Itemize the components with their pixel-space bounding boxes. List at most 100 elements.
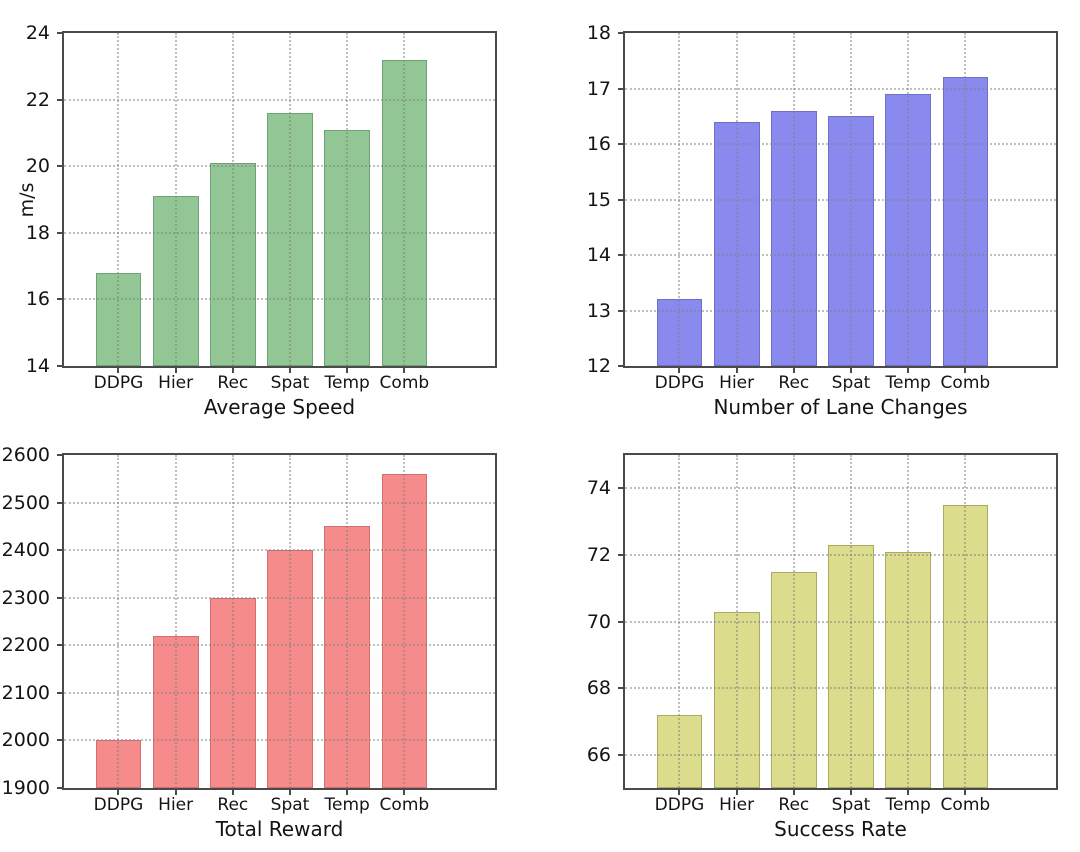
x-tick-label: Rec xyxy=(778,373,810,393)
y-tick-mark xyxy=(57,549,62,552)
y-tick-label: 17 xyxy=(586,77,611,100)
x-tick-label: Comb xyxy=(940,373,991,393)
x-tick-mark xyxy=(792,368,795,373)
y-tick-label: 70 xyxy=(586,610,611,633)
gridline-vertical xyxy=(289,33,292,366)
x-tick-mark xyxy=(289,790,292,795)
gridline-vertical xyxy=(346,455,349,788)
y-tick-label: 74 xyxy=(586,477,611,500)
y-tick-label: 12 xyxy=(586,355,611,377)
x-tick-mark xyxy=(964,790,967,795)
y-tick-mark xyxy=(57,691,62,694)
gridline-vertical xyxy=(117,33,120,366)
y-tick-label: 66 xyxy=(586,743,611,766)
y-tick-label: 15 xyxy=(586,188,611,211)
x-tick-label: Hier xyxy=(719,373,755,393)
gridline-horizontal xyxy=(64,165,495,168)
x-tick-mark xyxy=(907,790,910,795)
y-tick-label: 16 xyxy=(25,288,50,311)
y-tick-mark xyxy=(57,644,62,647)
gridline-vertical xyxy=(403,455,406,788)
x-tick-label: Temp xyxy=(324,795,370,815)
y-tick-label: 22 xyxy=(25,88,50,111)
gridline-horizontal xyxy=(64,691,495,694)
gridline-horizontal xyxy=(625,143,1056,145)
chart-success-rate: DDPG Hier Rec Spat Temp Comb 66 68 70 72 74 Success… xyxy=(587,453,1058,841)
y-tick-label: 72 xyxy=(586,543,611,566)
y-tick-label: 2100 xyxy=(1,681,50,704)
gridline-horizontal xyxy=(625,620,1056,623)
y-tick-mark xyxy=(57,501,62,504)
x-axis-label: Total Reward xyxy=(215,817,344,841)
chart-average-speed: DDPG Hier Rec Spat Temp Comb 14 16 18 20 22 24 Avera… xyxy=(16,22,497,419)
y-tick-mark xyxy=(618,687,623,690)
x-tick-mark xyxy=(735,368,738,373)
gridline-horizontal xyxy=(625,687,1056,690)
y-tick-mark xyxy=(618,309,623,312)
x-tick-label: Spat xyxy=(831,373,871,393)
x-tick-label: Rec xyxy=(217,795,249,815)
y-tick-label: 16 xyxy=(586,133,611,155)
gridline-vertical xyxy=(231,455,234,788)
x-tick-mark xyxy=(964,368,967,373)
chart-lane-changes: DDPG Hier Rec Spat Temp Comb 12 13 14 15 16 17 18 Num… xyxy=(587,22,1058,419)
y-tick-mark xyxy=(618,32,623,34)
x-tick-mark xyxy=(117,790,120,795)
x-tick-label: Comb xyxy=(379,795,430,815)
x-tick-mark xyxy=(735,790,738,795)
gridline-horizontal xyxy=(625,753,1056,756)
y-tick-label: 14 xyxy=(586,244,611,266)
x-tick-label: Temp xyxy=(324,373,370,393)
x-axis-label: Average Speed xyxy=(203,395,356,419)
y-tick-label: 2300 xyxy=(1,586,50,609)
gridline-horizontal xyxy=(625,198,1056,201)
y-tick-label: 2400 xyxy=(1,539,50,562)
y-tick-mark xyxy=(618,553,623,556)
x-tick-mark xyxy=(289,368,292,373)
gridline-horizontal xyxy=(625,87,1056,90)
y-axis-label: m/s xyxy=(16,182,38,217)
y-tick-label: 2500 xyxy=(1,491,50,514)
y-tick-label: 20 xyxy=(25,155,50,178)
x-tick-mark xyxy=(403,368,406,373)
y-tick-label: 68 xyxy=(586,677,611,700)
x-tick-mark xyxy=(174,790,177,795)
y-tick-label: 2000 xyxy=(1,729,50,752)
gridline-horizontal xyxy=(625,254,1056,256)
y-tick-mark xyxy=(57,739,62,742)
gridline-horizontal xyxy=(64,739,495,742)
y-tick-label: 1900 xyxy=(1,777,50,799)
y-tick-mark xyxy=(618,198,623,201)
x-tick-label: Comb xyxy=(940,795,991,815)
gridline-vertical xyxy=(346,33,349,366)
x-tick-mark xyxy=(346,790,349,795)
x-tick-mark xyxy=(850,368,853,373)
y-tick-label: 18 xyxy=(25,221,50,244)
x-tick-label: Spat xyxy=(270,373,310,393)
y-tick-mark xyxy=(618,753,623,756)
y-tick-mark xyxy=(57,596,62,599)
gridline-horizontal xyxy=(625,309,1056,312)
y-tick-mark xyxy=(57,787,62,789)
x-tick-label: DDPG xyxy=(93,795,144,815)
y-tick-mark xyxy=(618,365,623,367)
gridline-vertical xyxy=(174,455,177,788)
y-tick-mark xyxy=(57,231,62,234)
chart-total-reward: DDPG Hier Rec Spat Temp Comb 1900 2000 2100 2200 2… xyxy=(2,444,497,841)
x-tick-mark xyxy=(231,368,234,373)
x-tick-mark xyxy=(346,368,349,373)
y-tick-mark xyxy=(618,143,623,145)
x-tick-mark xyxy=(850,790,853,795)
gridline-horizontal xyxy=(64,231,495,234)
x-tick-label: Comb xyxy=(379,373,430,393)
x-tick-label: Hier xyxy=(158,373,194,393)
x-tick-label: Rec xyxy=(778,795,810,815)
y-tick-label: 2200 xyxy=(1,634,50,657)
gridline-vertical xyxy=(289,455,292,788)
x-tick-mark xyxy=(231,790,234,795)
y-tick-mark xyxy=(57,98,62,101)
gridline-vertical xyxy=(403,33,406,366)
x-axis-label: Success Rate xyxy=(774,817,907,841)
y-tick-mark xyxy=(618,487,623,490)
x-tick-label: Hier xyxy=(158,795,194,815)
